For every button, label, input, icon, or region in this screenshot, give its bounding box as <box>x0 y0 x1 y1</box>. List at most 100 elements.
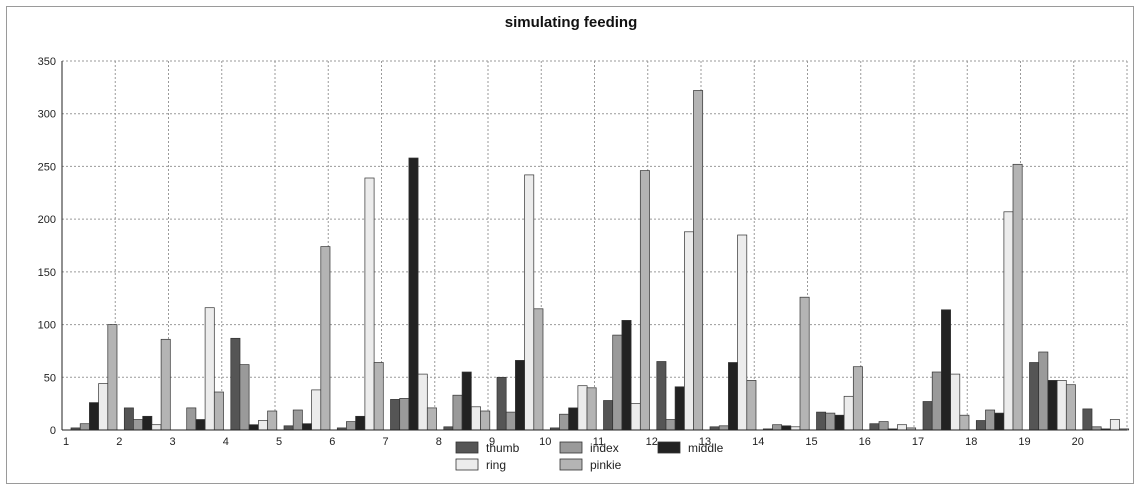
bar-thumb <box>816 411 827 431</box>
bar-middle <box>89 402 99 431</box>
bar-pinkie <box>480 410 491 431</box>
bar-pinkie <box>799 296 810 431</box>
bar-pinkie <box>320 246 331 431</box>
y-tick-label: 100 <box>38 320 56 332</box>
bar-index <box>985 409 996 431</box>
bar-middle <box>621 320 632 431</box>
bar-middle <box>408 157 419 431</box>
bar-index <box>186 407 197 431</box>
legend-swatch-middle <box>657 441 681 454</box>
bar-middle <box>568 407 579 431</box>
bar-thumb <box>230 337 241 431</box>
bar-thumb <box>283 425 294 431</box>
y-tick-label: 0 <box>50 425 56 437</box>
bar-pinkie <box>213 391 224 431</box>
bar-ring <box>630 403 641 431</box>
y-tick-label: 150 <box>38 267 56 279</box>
bar-pinkie <box>959 414 970 431</box>
bar-index <box>665 419 676 431</box>
y-tick-label: 300 <box>38 109 56 121</box>
bar-index <box>505 411 516 431</box>
bar-middle <box>994 412 1005 431</box>
legend-swatch-ring <box>455 458 479 471</box>
bar-pinkie <box>107 324 118 431</box>
legend-label-thumb: thumb <box>486 441 520 455</box>
bar-ring <box>577 385 588 431</box>
x-tick-label: 10 <box>539 436 551 448</box>
x-tick-label: 9 <box>489 436 495 448</box>
bar-middle <box>728 362 738 431</box>
bar-thumb <box>1082 408 1093 431</box>
bar-pinkie <box>160 338 171 431</box>
bar-index <box>718 425 729 431</box>
bar-pinkie <box>693 90 704 431</box>
bar-thumb <box>975 420 986 431</box>
bar-ring <box>1003 211 1014 431</box>
x-tick-label: 6 <box>329 436 335 448</box>
bar-index <box>399 398 410 431</box>
x-tick-label: 1 <box>63 436 69 448</box>
x-tick-label: 14 <box>752 436 764 448</box>
x-tick-label: 2 <box>116 436 122 448</box>
bar-ring <box>843 395 854 431</box>
x-tick-label: 7 <box>382 436 388 448</box>
bar-index <box>612 334 623 431</box>
x-tick-label: 5 <box>276 436 282 448</box>
bar-index <box>825 412 836 431</box>
bar-ring <box>98 383 109 431</box>
bar-thumb <box>390 399 401 431</box>
bar-thumb <box>656 361 667 431</box>
bar-middle <box>142 415 153 431</box>
x-tick-label: 3 <box>169 436 175 448</box>
legend-swatch-index <box>559 441 583 454</box>
bar-ring <box>364 177 375 431</box>
bar-ring <box>737 234 748 431</box>
bar-thumb <box>496 376 507 431</box>
bar-index <box>931 371 942 431</box>
bar-index <box>559 413 570 431</box>
bar-index <box>452 394 463 431</box>
bar-pinkie <box>267 410 278 431</box>
bar-thumb <box>1029 362 1040 431</box>
x-tick-label: 19 <box>1018 436 1030 448</box>
bar-pinkie <box>586 387 597 431</box>
bar-index <box>346 421 356 431</box>
bar-pinkie <box>1012 163 1023 431</box>
bar-index <box>239 364 250 431</box>
bar-ring <box>1056 380 1067 431</box>
chart-title: simulating feeding <box>504 14 638 31</box>
x-tick-label: 8 <box>436 436 442 448</box>
legend-swatch-thumb <box>455 441 479 454</box>
bar-middle <box>1047 380 1058 431</box>
bar-index <box>772 424 783 431</box>
bar-middle <box>355 415 366 431</box>
bar-middle <box>674 386 685 431</box>
bar-pinkie <box>533 308 544 431</box>
bar-ring <box>311 389 322 431</box>
legend-label-ring: ring <box>486 458 506 472</box>
bar-pinkie <box>426 407 437 431</box>
x-tick-label: 17 <box>912 436 924 448</box>
x-tick-label: 15 <box>805 436 817 448</box>
bar-ring <box>417 373 428 431</box>
bar-thumb <box>603 400 614 431</box>
x-tick-label: 18 <box>965 436 977 448</box>
bar-ring <box>950 373 961 431</box>
bar-ring <box>524 174 535 431</box>
bar-middle <box>941 309 951 431</box>
y-tick-label: 250 <box>38 161 56 173</box>
bar-middle <box>515 360 525 431</box>
y-tick-label: 350 <box>38 56 56 68</box>
bar-middle <box>248 424 259 431</box>
bar-pinkie <box>852 366 863 431</box>
bar-middle <box>781 425 792 431</box>
bar-ring <box>897 424 907 431</box>
bar-ring <box>258 420 268 431</box>
bar-thumb <box>123 407 134 431</box>
y-tick-label: 50 <box>44 372 56 384</box>
bar-index <box>878 421 889 431</box>
legend-label-middle: middle <box>688 441 724 455</box>
x-tick-label: 4 <box>223 436 229 448</box>
bar-ring <box>684 231 694 431</box>
